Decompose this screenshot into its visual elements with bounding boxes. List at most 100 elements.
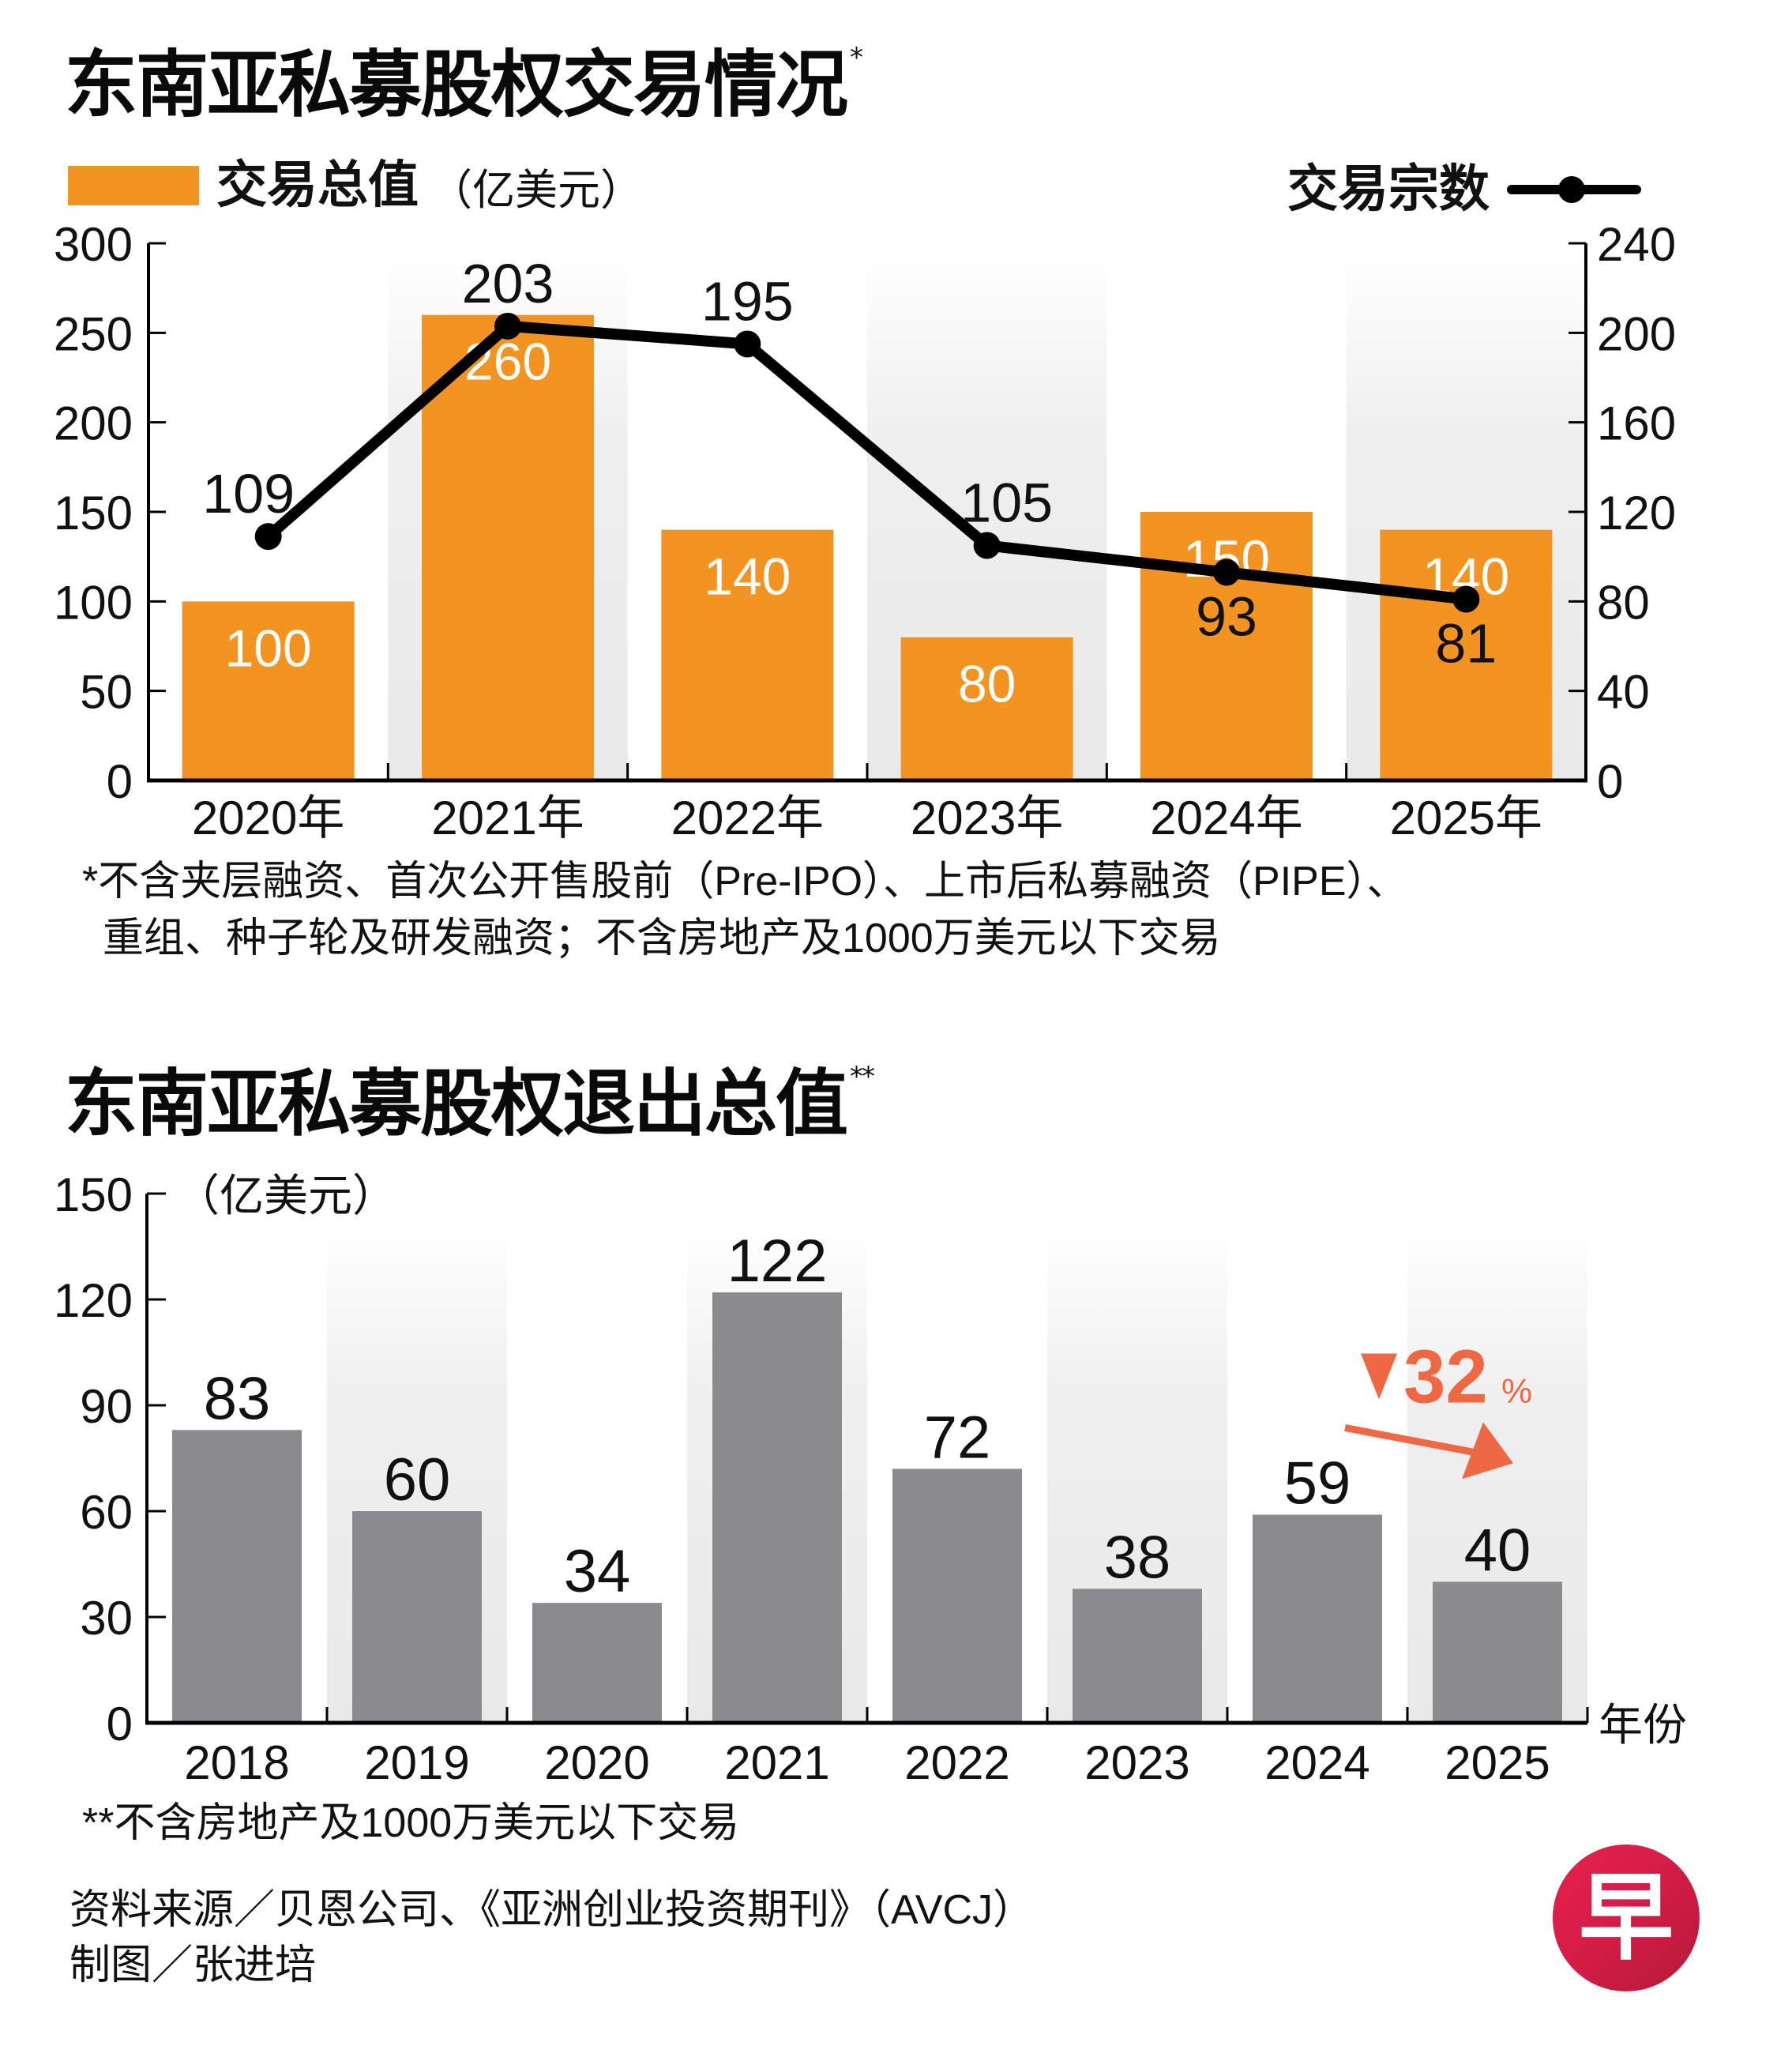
- bar-value-label: 83: [204, 1365, 271, 1432]
- bar-value-label: 260: [464, 333, 551, 391]
- y-axis-tick-label: 120: [54, 1274, 133, 1327]
- x-axis-category-label: 2021: [724, 1736, 829, 1789]
- bar-exit-value: [1073, 1589, 1202, 1723]
- deal-count-point: [973, 532, 1001, 559]
- chart1-title-text: 东南亚私募股权交易情况: [65, 43, 848, 127]
- x-axis-category-label: 2024: [1264, 1736, 1369, 1789]
- deal-count-line: [262, 320, 1472, 605]
- right-axis-tick-label: 0: [1597, 755, 1623, 808]
- bar-deal-value: [422, 314, 594, 781]
- right-axis-tick-label: 240: [1597, 218, 1676, 271]
- brand-logo-icon: 早: [1553, 1844, 1700, 1991]
- bar-deal-value: [900, 637, 1073, 780]
- right-axis-tick-label: 80: [1597, 576, 1650, 629]
- chart2-title-text: 东南亚私募股权退出总值: [65, 1062, 848, 1146]
- deal-count-label: 195: [701, 271, 794, 333]
- change-percent-value: 32: [1403, 1334, 1488, 1419]
- bar-exit-value: [712, 1292, 842, 1723]
- x-axis-category-label: 2022: [904, 1736, 1009, 1789]
- legend-line-marker-icon: [1507, 176, 1641, 203]
- bar-value-label: 40: [1464, 1517, 1531, 1584]
- bar-value-label: 59: [1284, 1450, 1351, 1517]
- left-axis-tick-label: 50: [80, 666, 133, 719]
- x-axis-category-label: 2025年: [1390, 792, 1542, 844]
- deal-count-label: 81: [1435, 613, 1497, 675]
- left-axis-tick-label: 150: [54, 487, 133, 540]
- right-axis-tick-label: 40: [1597, 666, 1650, 719]
- deal-count-label: 105: [960, 472, 1053, 534]
- chart1-legend-bar: 交易总值 （亿美元）: [68, 156, 643, 215]
- y-axis-tick-label: 60: [80, 1486, 133, 1539]
- chart2-footnote: **不含房地产及1000万美元以下交易: [82, 1800, 740, 1846]
- legend-line-label: 交易宗数: [1287, 160, 1490, 219]
- change-arrow-shaft: [1344, 1424, 1482, 1457]
- chart2-title-footnote-mark: **: [850, 1061, 875, 1092]
- bar-value-label: 100: [225, 619, 312, 677]
- left-axis-tick-label: 0: [107, 755, 133, 808]
- chart1-title-footnote-mark: *: [850, 42, 863, 73]
- right-axis-tick-label: 160: [1597, 397, 1676, 450]
- bar-exit-value: [1433, 1581, 1562, 1723]
- x-axis-category-label: 2025: [1445, 1736, 1550, 1789]
- deal-count-point: [734, 330, 761, 358]
- bar-exit-value: [352, 1511, 482, 1723]
- bar-deal-value: [661, 529, 834, 780]
- bar-exit-value: [1253, 1514, 1382, 1723]
- bar-exit-value: [172, 1430, 302, 1723]
- bar-deal-value: [1380, 529, 1553, 780]
- brand-logo-glyph: 早: [1579, 1862, 1674, 1973]
- bar-deal-value: [182, 601, 355, 780]
- bar-value-label: 140: [704, 547, 791, 606]
- bar-value-label: 122: [727, 1228, 828, 1295]
- y-axis-tick-label: 90: [80, 1380, 133, 1433]
- bar-value-label: 80: [958, 655, 1016, 713]
- chart1-plot: 0 50 100 150 200 250 300 0 40 80 120 160 200 240 2020年…: [54, 218, 1676, 844]
- deal-count-point: [1213, 558, 1240, 586]
- graphic-credit: 制图／张进培: [70, 1942, 317, 1988]
- left-axis-tick-label: 300: [54, 218, 133, 271]
- bar-value-label: 38: [1104, 1524, 1171, 1591]
- left-axis-tick-label: 250: [54, 307, 133, 360]
- chart1-title: 东南亚私募股权交易情况 *: [65, 44, 863, 122]
- legend-bar-unit: （亿美元）: [430, 164, 643, 215]
- chart1-footnote-line-1: *不含夹层融资、首次公开售股前（Pre-IPO）、上市后私募融资（PIPE）、: [82, 859, 1408, 904]
- deal-count-label: 109: [202, 463, 295, 525]
- x-axis-category-label: 2023年: [911, 792, 1063, 844]
- bar-value-label: 72: [924, 1404, 991, 1471]
- left-axis-tick-label: 200: [54, 397, 133, 450]
- legend-bar-swatch-icon: [68, 166, 199, 205]
- deal-count-point: [254, 523, 282, 551]
- down-triangle-icon: [1361, 1353, 1397, 1400]
- y-axis-tick-label: 30: [80, 1592, 133, 1645]
- y-axis-tick-label: 0: [107, 1698, 133, 1750]
- chart1-legend-line: 交易宗数: [1287, 158, 1641, 221]
- left-axis-tick-label: 100: [54, 576, 133, 629]
- y-axis-tick-label: 150: [54, 1168, 133, 1221]
- bar-value-label: 34: [564, 1538, 631, 1605]
- x-axis-title: 年份: [1599, 1700, 1687, 1750]
- x-axis-category-label: 2023: [1084, 1736, 1189, 1789]
- bar-value-label: 60: [384, 1446, 451, 1514]
- right-axis-tick-label: 200: [1597, 307, 1676, 360]
- x-axis-category-label: 2020: [544, 1736, 649, 1789]
- bar-exit-value: [532, 1603, 662, 1723]
- x-axis-category-label: 2021年: [431, 792, 584, 844]
- legend-bar-label: 交易总值: [216, 156, 419, 215]
- change-arrow-head-icon: [1462, 1422, 1513, 1480]
- deal-count-point: [1452, 585, 1480, 613]
- bar-exit-value: [892, 1468, 1022, 1723]
- x-axis-category-label: 2024年: [1150, 792, 1302, 844]
- chart1-footnote-line-2: 重组、种子轮及研发融资；不含房地产及1000万美元以下交易: [103, 916, 1221, 961]
- chart2-plot: 83 2018 60 2019 34 2020 122 2021 72 2022 38 2023 59 2…: [54, 1168, 1687, 1789]
- y-axis-unit-label: （亿美元）: [175, 1171, 396, 1220]
- change-percent-suffix: %: [1501, 1371, 1532, 1410]
- deal-count-point: [494, 312, 521, 340]
- x-axis-category-label: 2020年: [192, 792, 344, 844]
- x-axis-category-label: 2018: [184, 1736, 289, 1789]
- source-credit: 资料来源／贝恩公司、《亚洲创业投资期刊》（AVCJ）: [70, 1887, 1035, 1933]
- deal-count-label: 93: [1196, 586, 1257, 648]
- bar-deal-value: [1140, 512, 1313, 780]
- deal-count-label: 203: [462, 253, 554, 314]
- chart2-title: 东南亚私募股权退出总值 **: [65, 1063, 875, 1141]
- right-axis-tick-label: 120: [1597, 487, 1676, 540]
